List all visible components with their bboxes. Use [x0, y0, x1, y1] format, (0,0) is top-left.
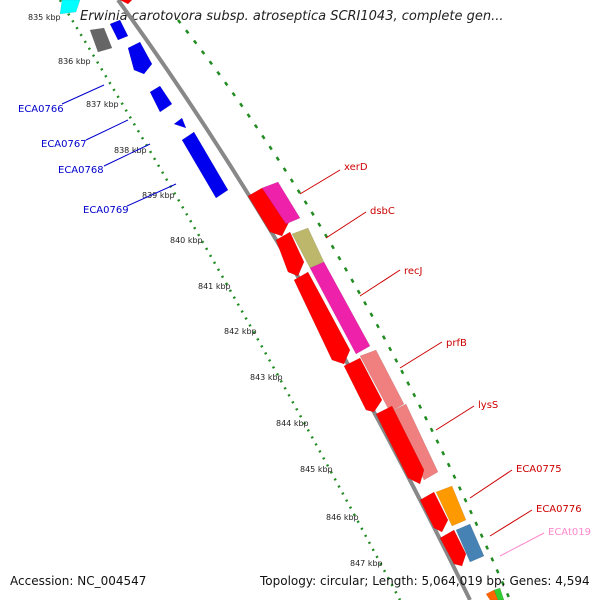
gene-label-left[interactable]: ECA0768 — [58, 165, 104, 176]
gene-arrow-blue-4 — [173, 117, 187, 129]
gene-label-right[interactable]: xerD — [344, 162, 368, 173]
gene-leader-line — [325, 211, 367, 239]
gene-label-right[interactable]: ECAt019 — [548, 527, 591, 538]
gene-arrow-red-3 — [293, 271, 351, 365]
accession-text: Accession: NC_004547 — [10, 574, 147, 588]
gene-leader-line — [359, 269, 401, 297]
genome-title: Erwinia carotovora subsp. atroseptica SC… — [80, 9, 504, 24]
gene-arrow-blue-2 — [127, 41, 153, 75]
gene-label-left[interactable]: ECA0767 — [41, 139, 87, 150]
gene-leader-line — [85, 119, 129, 141]
scale-tick-label: 846 kbp — [326, 513, 359, 522]
gene-arrow-blue-1 — [109, 19, 129, 41]
gene-arrow-red-7 — [439, 529, 467, 567]
gene-arrow-blue-5 — [181, 131, 229, 199]
gene-leader-line — [435, 405, 475, 431]
scale-tick-label: 835 kbp — [28, 13, 61, 22]
scale-tick-label: 844 kbp — [276, 419, 309, 428]
gene-leader-line — [399, 341, 443, 369]
grid-dotted-line — [177, 19, 512, 600]
scale-tick-label: 839 kbp — [142, 191, 175, 200]
gene-label-right[interactable]: recJ — [404, 266, 423, 277]
gene-arrow-salmon-1 — [359, 349, 405, 413]
scale-tick-label: 837 kbp — [86, 100, 119, 109]
gene-arrow-steel — [455, 523, 485, 563]
gene-label-right[interactable]: ECA0776 — [536, 504, 582, 515]
scale-tick-label: 836 kbp — [58, 57, 91, 66]
gene-arrow-red-5 — [375, 405, 425, 485]
scale-tick-label: 841 kbp — [198, 282, 231, 291]
gene-arrow-red-top — [119, 0, 133, 5]
gene-arrow-cyan — [59, 0, 81, 15]
scale-tick-label: 842 kbp — [224, 327, 257, 336]
gene-arrow-red-1 — [247, 187, 291, 237]
gene-arrow-red-2 — [275, 231, 305, 277]
scale-tick-label: 843 kbp — [250, 373, 283, 382]
gene-leader-line — [103, 143, 151, 167]
gene-label-right[interactable]: ECA0775 — [516, 464, 562, 475]
scale-tick-label: 838 kbp — [114, 146, 147, 155]
scale-tick-label: 847 kbp — [350, 559, 383, 568]
backbone-line — [116, 0, 472, 600]
gene-leader-line — [126, 183, 177, 207]
gene-label-right[interactable]: lysS — [478, 400, 498, 411]
gene-leader-line — [61, 84, 105, 105]
scale-tick-label: 840 kbp — [170, 236, 203, 245]
gene-label-right[interactable]: prfB — [446, 338, 467, 349]
gene-arrow-blue-3 — [149, 85, 173, 113]
gene-arrow-magenta-2 — [309, 261, 371, 355]
gene-label-left[interactable]: ECA0766 — [18, 104, 64, 115]
gene-leader-line — [499, 532, 545, 557]
gene-arrow-magenta-1 — [261, 181, 301, 225]
gene-arrow-bottom-2 — [493, 587, 505, 600]
tick-dotted-line — [58, 0, 402, 600]
gene-arrow-gray — [89, 27, 113, 53]
gene-label-left[interactable]: ECA0769 — [83, 205, 129, 216]
gene-leader-line — [469, 469, 513, 499]
gene-arrow-red-6 — [419, 491, 449, 533]
gene-label-right[interactable]: dsbC — [370, 206, 395, 217]
topology-text: Topology: circular; Length: 5,064,019 bp… — [260, 574, 590, 588]
gene-arrow-bottom-1 — [485, 589, 501, 600]
gene-leader-line — [489, 509, 533, 537]
gene-arrow-red-4 — [343, 357, 383, 413]
gene-arrow-orange — [435, 485, 467, 527]
scale-tick-label: 845 kbp — [300, 465, 333, 474]
gene-leader-line — [299, 169, 341, 195]
